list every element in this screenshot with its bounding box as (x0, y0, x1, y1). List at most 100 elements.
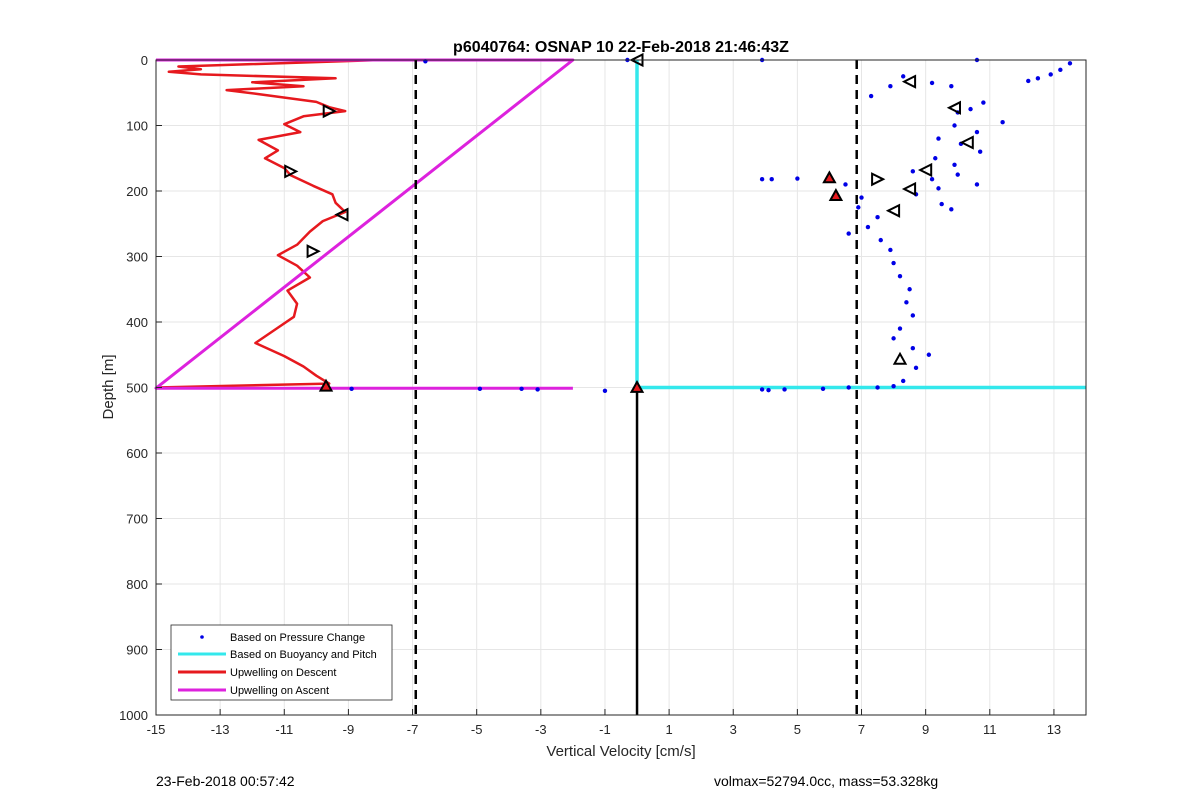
x-tick-label: 3 (730, 722, 737, 737)
pressure-point (936, 186, 941, 191)
triangle-marker (318, 378, 334, 392)
pressure-point (769, 177, 774, 182)
pressure-point (859, 195, 864, 200)
pressure-point (349, 386, 354, 392)
pressure-point (939, 201, 944, 207)
triangle-marker (892, 351, 908, 365)
pressure-point (1058, 67, 1063, 73)
pressure-point (1026, 78, 1031, 84)
triangle-marker (871, 172, 886, 187)
x-tick-label: 13 (1047, 722, 1061, 737)
pressure-point (901, 74, 906, 79)
x-tick-label: -13 (211, 722, 230, 737)
pressure-point (477, 386, 483, 392)
pressure-point (519, 386, 524, 392)
x-tick-label: -9 (343, 722, 355, 737)
y-tick-label: 400 (126, 315, 148, 330)
pressure-point (974, 182, 980, 187)
x-tick-label: 9 (922, 722, 929, 737)
pressure-point (981, 100, 986, 105)
footer-timestamp: 23-Feb-2018 00:57:42 (156, 773, 295, 789)
pressure-point (901, 378, 906, 384)
triangle-marker (306, 244, 321, 259)
pressure-point (843, 182, 848, 187)
pressure-point (1000, 120, 1005, 125)
pressure-point (875, 385, 880, 390)
pressure-point (910, 169, 916, 174)
pressure-point (878, 237, 883, 243)
y-tick-label: 500 (126, 381, 148, 396)
x-tick-label: 11 (983, 722, 997, 737)
pressure-point (875, 215, 880, 220)
y-tick-label: 800 (126, 577, 148, 592)
series-line-descent (155, 58, 382, 389)
pressure-point (891, 383, 896, 389)
pressure-point (929, 80, 935, 86)
pressure-point (535, 387, 540, 392)
y-tick-label: 900 (126, 643, 148, 658)
pressure-point (897, 326, 903, 331)
pressure-point (904, 300, 909, 305)
pressure-point (955, 172, 960, 177)
legend-pressure-swatch (200, 635, 204, 639)
x-tick-label: 1 (665, 722, 672, 737)
triangle-marker (828, 188, 844, 201)
pressure-point (856, 205, 861, 210)
y-tick-label: 700 (126, 512, 148, 527)
pressure-point (910, 313, 916, 318)
pressure-point (891, 260, 896, 266)
y-tick-label: 200 (126, 184, 148, 199)
legend-ascent-label: Upwelling on Ascent (230, 685, 329, 697)
x-tick-label: -11 (275, 722, 293, 737)
pressure-point (949, 207, 954, 212)
pressure-point (759, 177, 765, 182)
x-tick-label: -7 (407, 722, 419, 737)
triangle-marker (885, 203, 901, 218)
pressure-point (968, 106, 973, 112)
triangle-marker (284, 164, 299, 179)
pressure-point (868, 93, 874, 99)
pressure-point (820, 386, 826, 392)
legend-box (170, 624, 393, 701)
triangle-marker (334, 207, 349, 222)
pressure-point (952, 123, 957, 128)
pressure-point (846, 231, 851, 236)
pressure-point (926, 352, 932, 357)
pressure-point (952, 162, 957, 167)
x-axis-label: Vertical Velocity [cm/s] (546, 743, 695, 760)
y-tick-label: 1000 (119, 708, 148, 723)
pressure-point (891, 336, 896, 341)
pressure-point (1067, 61, 1073, 66)
pressure-point (933, 156, 938, 161)
footer-info: volmax=52794.0cc, mass=53.328kg (714, 773, 939, 789)
pressure-point (846, 385, 851, 390)
y-tick-label: 300 (126, 250, 148, 265)
pressure-point (1048, 72, 1053, 77)
pressure-point (782, 387, 787, 392)
x-tick-label: -3 (535, 722, 547, 737)
triangle-marker (822, 170, 837, 184)
pressure-point (759, 387, 765, 392)
triangle-marker (629, 379, 645, 393)
pressure-point (1035, 76, 1041, 81)
legend-buoyancy-label: Based on Buoyancy and Pitch (230, 649, 377, 661)
legend: Based on Pressure Change Based on Buoyan… (170, 624, 393, 701)
pressure-point (974, 129, 980, 135)
pressure-point (795, 176, 800, 181)
x-tick-label: -15 (147, 722, 166, 737)
triangle-marker (322, 103, 337, 119)
y-tick-label: 0 (141, 53, 148, 68)
pressure-point (913, 365, 919, 371)
pressure-point (936, 136, 941, 141)
x-tick-label: 5 (794, 722, 801, 737)
pressure-point (888, 84, 893, 89)
y-tick-label: 100 (126, 119, 148, 134)
pressure-point (766, 387, 771, 393)
legend-pressure-label: Based on Pressure Change (230, 632, 365, 644)
triangle-marker (959, 135, 974, 150)
data-layer (154, 52, 1086, 715)
triangle-marker (901, 181, 917, 197)
x-tick-label: -5 (471, 722, 483, 737)
legend-descent-label: Upwelling on Descent (230, 667, 336, 679)
